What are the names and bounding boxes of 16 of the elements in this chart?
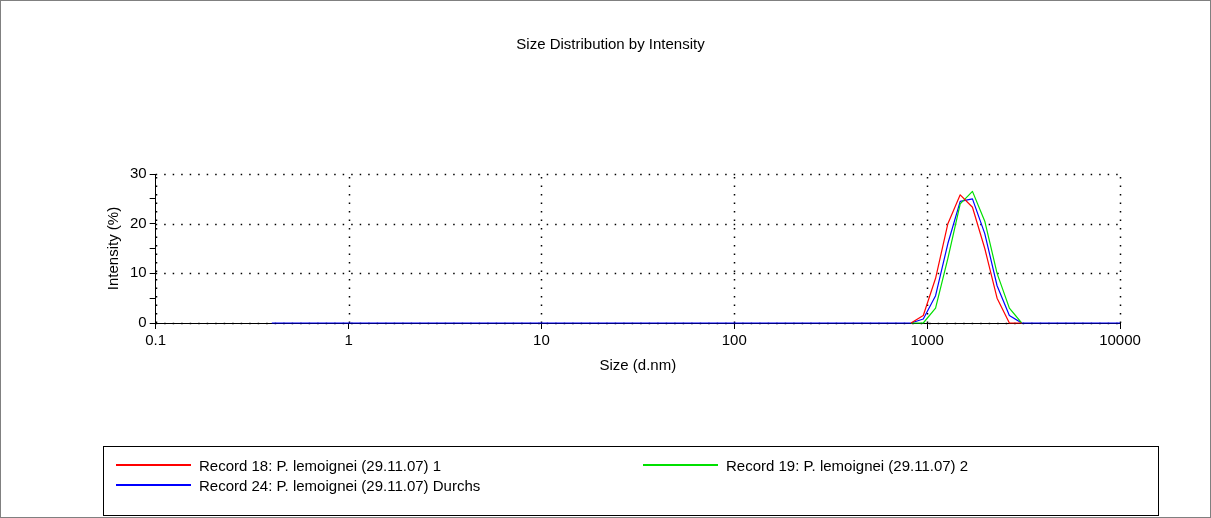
x-tick-label: 10000 bbox=[1099, 331, 1141, 349]
x-tick-label: 1 bbox=[344, 331, 353, 349]
y-tick-label: 0 bbox=[138, 313, 147, 331]
x-tick-label: 0.1 bbox=[145, 331, 167, 349]
x-tick-label: 100 bbox=[721, 331, 747, 349]
legend-label: Record 19: P. lemoignei (29.11.07) 2 bbox=[726, 456, 969, 474]
x-tick-label: 10 bbox=[533, 331, 550, 349]
legend-label: Record 24: P. lemoignei (29.11.07) Durchs bbox=[199, 476, 481, 494]
y-tick-label: 20 bbox=[130, 213, 147, 231]
legend-label: Record 18: P. lemoignei (29.11.07) 1 bbox=[199, 456, 442, 474]
y-tick-label: 30 bbox=[130, 164, 147, 182]
y-axis-title: Intensity (%) bbox=[104, 206, 122, 291]
y-tick-label: 10 bbox=[130, 263, 147, 281]
chart-title: Size Distribution by Intensity bbox=[516, 35, 706, 53]
x-axis-title: Size (d.nm) bbox=[599, 356, 677, 374]
x-tick-label: 1000 bbox=[910, 331, 944, 349]
